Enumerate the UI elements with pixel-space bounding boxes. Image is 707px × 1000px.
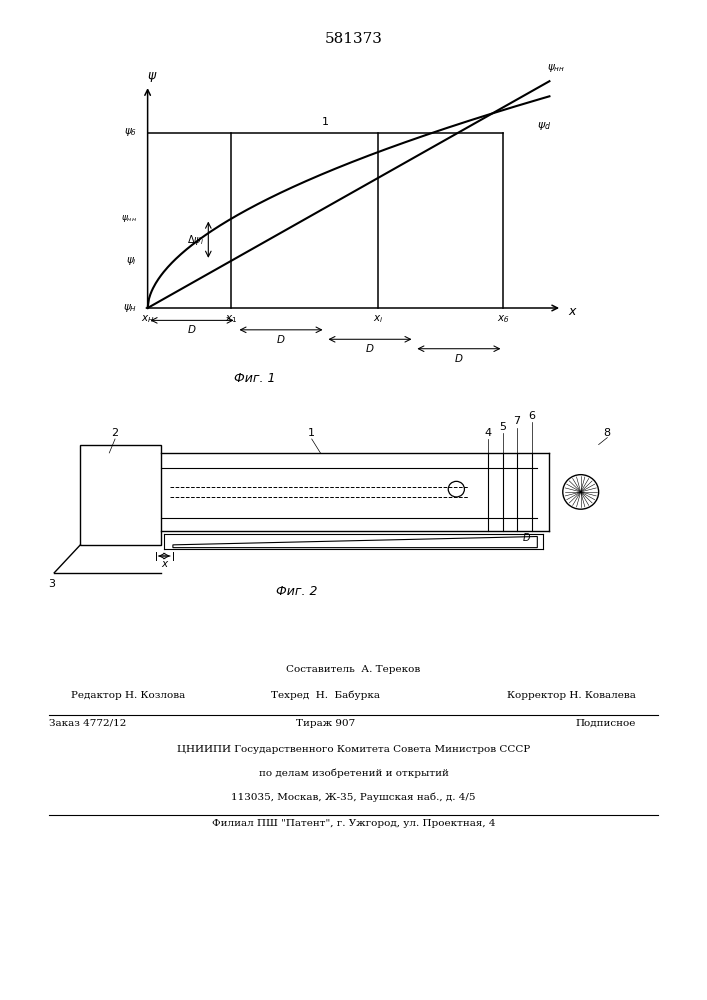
Text: ψ: ψ [148, 69, 156, 82]
Text: 5: 5 [499, 422, 506, 432]
Text: 7: 7 [513, 416, 520, 426]
Text: 3: 3 [49, 579, 56, 589]
Text: 6: 6 [528, 411, 535, 421]
Text: 1: 1 [322, 117, 329, 127]
Text: Тираж 907: Тираж 907 [296, 719, 355, 728]
Text: $x_i$: $x_i$ [373, 314, 383, 325]
Text: $\psi_i$: $\psi_i$ [127, 255, 137, 267]
Text: Подписное: Подписное [576, 719, 636, 728]
Text: $x_1$: $x_1$ [225, 314, 238, 325]
Text: $x_б$: $x_б$ [497, 314, 510, 325]
Text: D: D [188, 325, 196, 335]
Text: x: x [161, 559, 168, 569]
Text: по делам изобретений и открытий: по делам изобретений и открытий [259, 769, 448, 779]
Text: Редактор Н. Козлова: Редактор Н. Козлова [71, 691, 185, 700]
Text: Фиг. 1: Фиг. 1 [234, 372, 275, 385]
Text: D: D [277, 335, 285, 345]
Text: x: x [568, 305, 575, 318]
Text: D: D [523, 533, 530, 543]
Text: $\psi_d$: $\psi_d$ [537, 120, 551, 132]
Text: D: D [455, 354, 463, 364]
Text: $\psi_H$: $\psi_H$ [123, 302, 137, 314]
Text: 581373: 581373 [325, 32, 382, 46]
Text: 4: 4 [484, 428, 491, 438]
Text: Составитель  А. Тереков: Составитель А. Тереков [286, 665, 421, 674]
Text: D: D [366, 344, 374, 354]
Text: Филиал ПШ "Патент", г. Ужгород, ул. Проектная, 4: Филиал ПШ "Патент", г. Ужгород, ул. Прое… [212, 819, 495, 828]
Text: $\Delta\psi_i$: $\Delta\psi_i$ [187, 233, 204, 247]
Text: ЦНИИПИ Государственного Комитета Совета Министров СССР: ЦНИИПИ Государственного Комитета Совета … [177, 745, 530, 754]
Text: 1: 1 [308, 428, 315, 438]
Text: Техред  Н.  Бабурка: Техред Н. Бабурка [271, 691, 380, 700]
Text: 2: 2 [112, 428, 119, 438]
Text: $\psi_{нн}$: $\psi_{нн}$ [547, 62, 566, 74]
Bar [81, 445, 161, 545]
Text: $x_H$: $x_H$ [141, 314, 154, 325]
Text: $\psi_б$: $\psi_б$ [124, 126, 137, 138]
Text: Корректор Н. Ковалева: Корректор Н. Ковалева [508, 691, 636, 700]
Text: Заказ 4772/12: Заказ 4772/12 [49, 719, 127, 728]
Text: $\psi_{нн}$: $\psi_{нн}$ [121, 213, 137, 224]
Text: 8: 8 [603, 428, 610, 438]
Text: 113035, Москав, Ж-35, Раушская наб., д. 4/5: 113035, Москав, Ж-35, Раушская наб., д. … [231, 793, 476, 802]
Text: Фиг. 2: Фиг. 2 [276, 585, 317, 598]
